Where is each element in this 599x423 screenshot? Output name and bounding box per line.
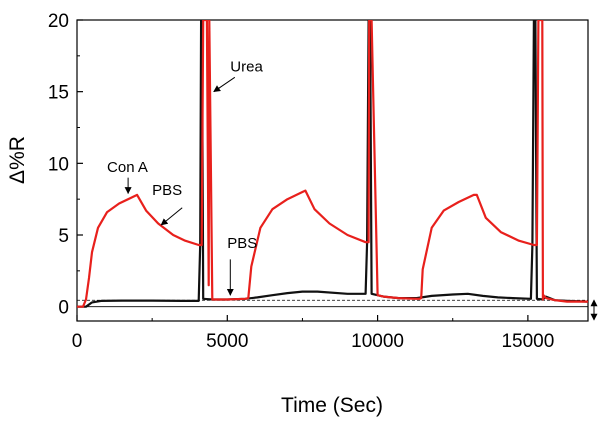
y-tick-label: 20	[48, 11, 69, 32]
y-axis-title: Δ%R	[6, 136, 29, 184]
x-tick-label: 0	[72, 331, 83, 352]
plot-frame	[76, 19, 589, 322]
y-tick-label: 15	[48, 83, 69, 104]
annotation-label: Urea	[230, 59, 263, 76]
x-axis-title: Time (Sec)	[281, 394, 383, 417]
x-tick-label: 5000	[206, 331, 248, 352]
x-tick-label: 10000	[351, 331, 404, 352]
annotation-arrow	[160, 207, 183, 226]
axis-ticks: 0 5000 10000 15000 0 5 10 15 20	[48, 11, 554, 352]
x-tick-label: 15000	[501, 331, 554, 352]
annotation-arrow	[213, 76, 236, 93]
y-tick-label: 0	[58, 298, 69, 319]
series-line-red	[77, 20, 588, 308]
annotation-label: Con A	[107, 159, 148, 176]
y-tick-label: 5	[58, 226, 69, 247]
y-tick-label: 10	[48, 154, 69, 175]
series-layer	[77, 20, 588, 308]
annotation-label: PBS	[227, 235, 257, 252]
annotation-label: PBS	[152, 182, 182, 199]
series-line-black	[77, 20, 588, 308]
